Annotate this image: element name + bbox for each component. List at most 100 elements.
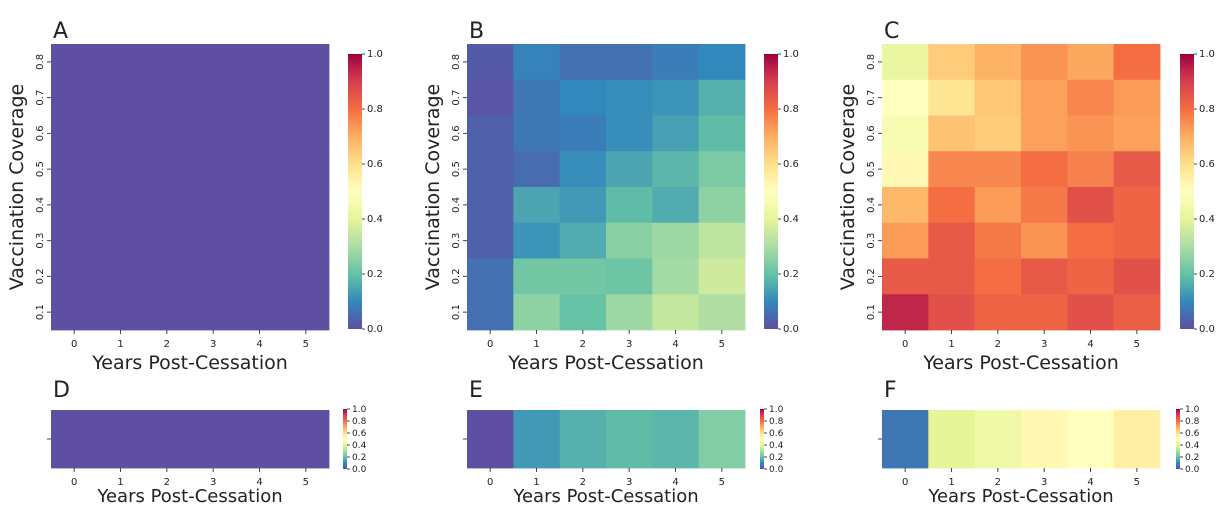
panel-letter: C <box>884 19 899 44</box>
y-tick-label: 0.3 <box>35 233 46 249</box>
heatmap-cell <box>652 258 700 295</box>
heatmap-cell <box>928 222 976 259</box>
heatmap-cell <box>190 258 237 295</box>
x-tick-label: 3 <box>626 339 632 350</box>
heatmap-cell <box>236 115 284 152</box>
heatmap-cell <box>282 410 330 469</box>
y-tick-label: 0.8 <box>35 54 46 70</box>
colorbar-tick-label: 0.4 <box>352 441 367 451</box>
heatmap-cell <box>928 151 976 188</box>
x-tick-label: 4 <box>256 477 262 488</box>
heatmap-cell <box>1113 258 1161 295</box>
heatmap-cell <box>882 410 929 469</box>
heatmap-cell <box>928 115 976 152</box>
colorbar-tick-label: 0.0 <box>769 465 784 475</box>
heatmap-cell <box>652 151 700 188</box>
heatmap-cell <box>1113 151 1161 188</box>
colorbar-tick-label: 0.2 <box>1185 453 1199 463</box>
heatmap-cell <box>559 151 607 188</box>
heatmap-cell <box>1021 258 1068 295</box>
heatmap-cell <box>606 151 653 188</box>
heatmap-cell <box>928 294 976 331</box>
heatmap-cell <box>467 151 514 188</box>
heatmap-cell <box>559 410 607 469</box>
heatmap-cell <box>143 410 191 469</box>
colorbar-tick-label: 1.0 <box>1199 49 1215 60</box>
panel-a: A 0 1 2 3 4 5 Years Post-Cessation 0.8 0.7 0.6 0.5 0… <box>6 19 383 374</box>
x-tick-label: 0 <box>902 477 908 488</box>
panel-letter: A <box>53 19 68 44</box>
heatmap-cell <box>882 44 929 81</box>
heatmap-cell <box>1067 222 1115 259</box>
heatmap-cell <box>282 222 330 259</box>
y-tick-label: 0.6 <box>866 125 877 141</box>
heatmap-cell <box>467 115 514 152</box>
x-tick-label: 5 <box>719 339 725 350</box>
heatmap-cell <box>1021 151 1068 188</box>
heatmap-cell <box>974 151 1022 188</box>
heatmap-cell <box>190 294 237 331</box>
heatmap-cell <box>97 187 145 224</box>
heatmap-cell <box>652 294 700 331</box>
heatmap-cell <box>282 115 330 152</box>
heatmap-cell <box>559 258 607 295</box>
heatmap-cell <box>928 258 976 295</box>
heatmap-cell <box>51 44 98 81</box>
colorbar-tick-label: 0.8 <box>367 104 383 115</box>
heatmap-cell <box>467 44 514 81</box>
heatmap-cell <box>143 115 191 152</box>
heatmap-cell <box>236 294 284 331</box>
heatmap-cell <box>1067 151 1115 188</box>
y-axis-label: Vaccination Coverage <box>6 84 28 291</box>
heatmap-cell <box>1067 410 1115 469</box>
heatmap-cell <box>974 44 1022 81</box>
heatmap-cell <box>143 151 191 188</box>
heatmap-cell <box>882 258 929 295</box>
heatmap-cell <box>1021 44 1068 81</box>
heatmap-cell <box>974 258 1022 295</box>
heatmap-cell <box>513 187 561 224</box>
colorbar-tick-label: 0.4 <box>1185 441 1200 451</box>
x-axis-label: Years Post-Cessation <box>507 352 704 374</box>
heatmap-cell <box>236 222 284 259</box>
heatmap-cell <box>282 79 330 116</box>
heatmap-cell <box>51 187 98 224</box>
colorbar <box>348 54 362 329</box>
x-tick-label: 4 <box>1087 477 1093 488</box>
x-tick-label: 4 <box>672 477 678 488</box>
y-tick-label: 0.5 <box>451 161 462 177</box>
colorbar-tick-label: 0.2 <box>352 453 366 463</box>
x-tick-label: 4 <box>672 339 678 350</box>
heatmap-cell <box>698 222 746 259</box>
colorbar-tick-label: 1.0 <box>1185 405 1200 415</box>
heatmap-cell <box>467 79 514 116</box>
colorbar-tick-label: 0.0 <box>1199 324 1215 335</box>
heatmap-cell <box>513 115 561 152</box>
heatmap-cell <box>606 115 653 152</box>
x-tick-label: 2 <box>164 477 170 488</box>
heatmap-cell <box>513 79 561 116</box>
heatmap-cell <box>974 222 1022 259</box>
heatmap-cell <box>559 187 607 224</box>
y-tick-label: 0.8 <box>866 54 877 70</box>
heatmap-cell <box>1021 115 1068 152</box>
heatmap-cell <box>282 258 330 295</box>
x-tick-label: 2 <box>995 339 1001 350</box>
colorbar-tick-label: 0.0 <box>367 324 383 335</box>
heatmap-cell <box>974 115 1022 152</box>
heatmap-cell <box>1113 44 1161 81</box>
heatmap-cell <box>606 258 653 295</box>
colorbar-tick-label: 1.0 <box>769 405 784 415</box>
colorbar-tick-label: 0.8 <box>1185 417 1200 427</box>
heatmap-cell <box>652 115 700 152</box>
x-tick-label: 0 <box>71 477 77 488</box>
colorbar-tick-label: 0.6 <box>1199 159 1215 170</box>
heatmap-cell <box>1113 115 1161 152</box>
y-axis-label: Vaccination Coverage <box>422 84 444 291</box>
heatmap-cell <box>698 187 746 224</box>
x-tick-label: 2 <box>580 477 586 488</box>
colorbar-tick-label: 0.8 <box>1199 104 1215 115</box>
x-tick-label: 3 <box>1041 339 1047 350</box>
heatmap-cell <box>190 115 237 152</box>
colorbar <box>343 409 347 469</box>
